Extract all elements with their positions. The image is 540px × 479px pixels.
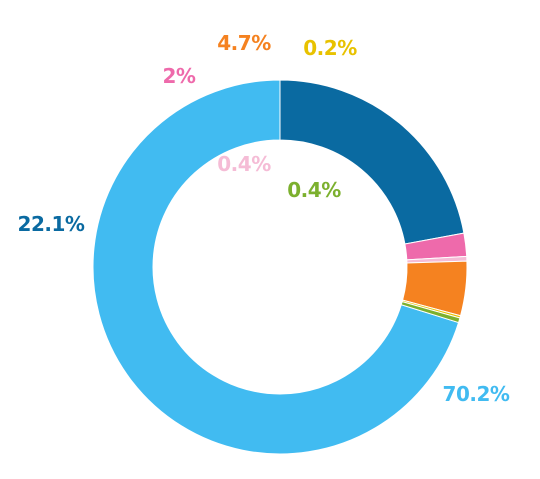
slice-label-0-4-green: 0.4% <box>287 178 341 202</box>
donut-slice-0 <box>92 79 460 455</box>
slice-label-0-4-pink: 0.4% <box>217 152 271 176</box>
slice-label-4-7: 4.7% <box>217 31 271 55</box>
slice-label-2: 2% <box>163 64 196 88</box>
slice-label-0-2: 0.2% <box>303 36 357 60</box>
slice-label-22-1: 22.1% <box>18 212 85 236</box>
donut-slice-6 <box>400 301 461 324</box>
slice-label-70-2: 70.2% <box>443 382 510 406</box>
donut-slice-1 <box>279 79 465 245</box>
donut-slices <box>92 79 468 455</box>
